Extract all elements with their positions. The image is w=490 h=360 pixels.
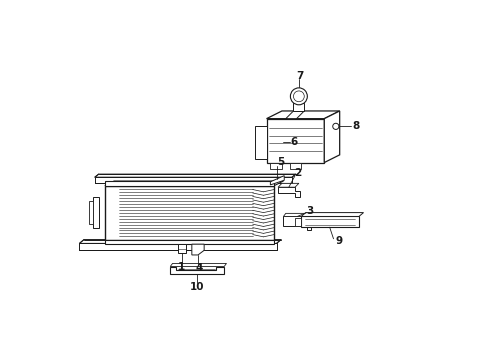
Text: 9: 9 bbox=[335, 236, 343, 246]
Polygon shape bbox=[270, 163, 282, 169]
Polygon shape bbox=[105, 181, 283, 186]
Polygon shape bbox=[255, 126, 267, 159]
Polygon shape bbox=[324, 111, 340, 163]
Polygon shape bbox=[267, 111, 340, 119]
Text: 5: 5 bbox=[277, 157, 284, 167]
Circle shape bbox=[291, 88, 307, 105]
Text: 6: 6 bbox=[291, 137, 298, 147]
Text: 3: 3 bbox=[306, 206, 313, 216]
Polygon shape bbox=[79, 239, 281, 243]
Polygon shape bbox=[89, 201, 93, 224]
Polygon shape bbox=[294, 103, 304, 111]
Polygon shape bbox=[171, 264, 226, 266]
Polygon shape bbox=[278, 183, 299, 187]
Text: 4: 4 bbox=[196, 263, 203, 273]
Text: 10: 10 bbox=[190, 282, 204, 292]
Text: 2: 2 bbox=[294, 168, 302, 178]
Text: 8: 8 bbox=[352, 121, 360, 131]
Polygon shape bbox=[267, 119, 324, 163]
Polygon shape bbox=[301, 213, 364, 216]
Polygon shape bbox=[270, 176, 284, 185]
Polygon shape bbox=[95, 174, 296, 177]
Polygon shape bbox=[178, 244, 186, 253]
Polygon shape bbox=[278, 187, 300, 197]
Polygon shape bbox=[105, 181, 274, 186]
Text: 7: 7 bbox=[297, 71, 304, 81]
Polygon shape bbox=[93, 197, 99, 228]
Polygon shape bbox=[95, 177, 292, 183]
Polygon shape bbox=[171, 266, 224, 274]
Polygon shape bbox=[301, 216, 359, 227]
Polygon shape bbox=[290, 163, 301, 169]
Circle shape bbox=[333, 123, 339, 130]
Polygon shape bbox=[192, 244, 204, 255]
Polygon shape bbox=[286, 111, 304, 119]
Text: 1: 1 bbox=[178, 261, 185, 271]
Polygon shape bbox=[295, 218, 301, 226]
Polygon shape bbox=[283, 213, 309, 216]
Polygon shape bbox=[79, 243, 276, 249]
Polygon shape bbox=[105, 239, 274, 244]
Polygon shape bbox=[283, 216, 311, 230]
Polygon shape bbox=[105, 186, 274, 239]
